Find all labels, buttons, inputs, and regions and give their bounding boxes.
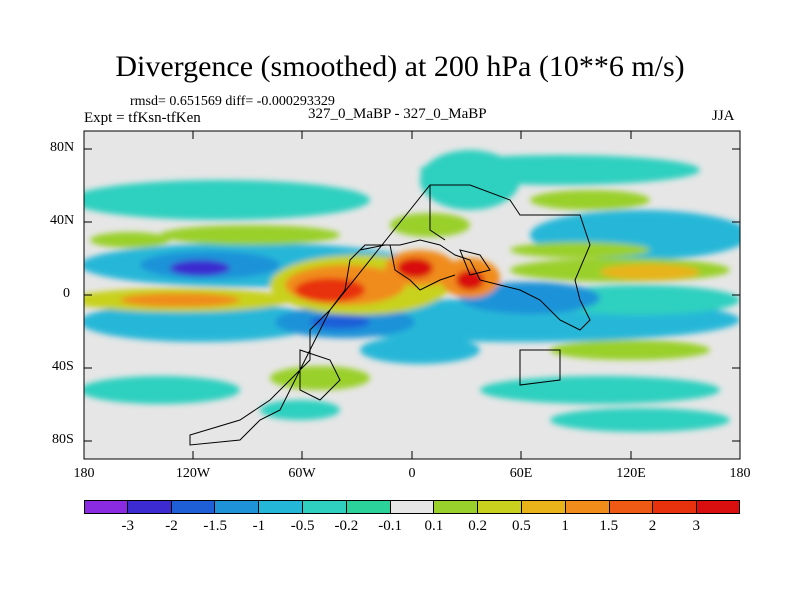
lat-tick-80n: 80N xyxy=(50,140,75,155)
season-label: JJA xyxy=(712,108,735,124)
stats-label: rmsd= 0.651569 diff= -0.000293329 xyxy=(130,94,335,109)
colorbar-segment xyxy=(84,500,128,514)
colorbar-segment xyxy=(653,500,698,514)
colorbar-label: 1 xyxy=(561,518,569,534)
colorbar-label: 3 xyxy=(692,518,701,534)
colorbar-label: -0.1 xyxy=(378,518,402,534)
lon-tick-120e: 120E xyxy=(616,466,646,481)
colorbar xyxy=(84,500,740,514)
lat-tick-40s: 40S xyxy=(52,359,74,374)
lon-tick-180w: 180 xyxy=(73,466,95,481)
colorbar-label: 1.5 xyxy=(599,518,619,534)
lon-tick-120w: 120W xyxy=(175,466,211,481)
colorbar-label: 2 xyxy=(648,518,657,534)
colorbar-segment xyxy=(127,500,172,514)
divergence-field xyxy=(84,131,740,459)
colorbar-segment xyxy=(478,500,522,514)
colorbar-segment xyxy=(171,500,216,514)
colorbar-segment xyxy=(259,500,303,514)
colorbar-label: -1 xyxy=(252,518,266,534)
colorbar-segment xyxy=(697,500,740,514)
lon-tick-60w: 60W xyxy=(288,466,316,481)
colorbar-segment xyxy=(215,500,260,514)
center-label: 327_0_MaBP - 327_0_MaBP xyxy=(308,106,487,122)
colorbar-label: -3 xyxy=(121,518,134,534)
colorbar-segment xyxy=(346,500,391,514)
lon-tick-0: 0 xyxy=(408,466,416,481)
lon-tick-180e: 180 xyxy=(729,466,751,481)
colorbar-label: 0.2 xyxy=(468,518,487,534)
experiment-label: Expt = tfKsn-tfKen xyxy=(84,110,201,126)
colorbar-segment xyxy=(565,500,610,514)
colorbar-segment xyxy=(302,500,347,514)
colorbar-label: 0.1 xyxy=(424,518,444,534)
lon-tick-60e: 60E xyxy=(509,466,533,481)
lat-tick-80s: 80S xyxy=(52,432,74,447)
colorbar-label: -0.5 xyxy=(290,518,315,534)
colorbar-segment xyxy=(390,500,435,514)
colorbar-label: -1.5 xyxy=(203,518,228,534)
colorbar-label: 0.5 xyxy=(511,518,531,534)
lat-tick-0: 0 xyxy=(63,286,70,301)
map-title: Divergence (smoothed) at 200 hPa (10**6 … xyxy=(115,50,685,83)
colorbar-segment xyxy=(609,500,654,514)
colorbar-label: -0.2 xyxy=(334,518,359,534)
colorbar-segment xyxy=(434,500,479,514)
colorbar-label: -2 xyxy=(165,518,178,534)
coastlines xyxy=(189,184,591,446)
lat-tick-40n: 40N xyxy=(50,213,75,228)
colorbar-segment xyxy=(521,500,566,514)
